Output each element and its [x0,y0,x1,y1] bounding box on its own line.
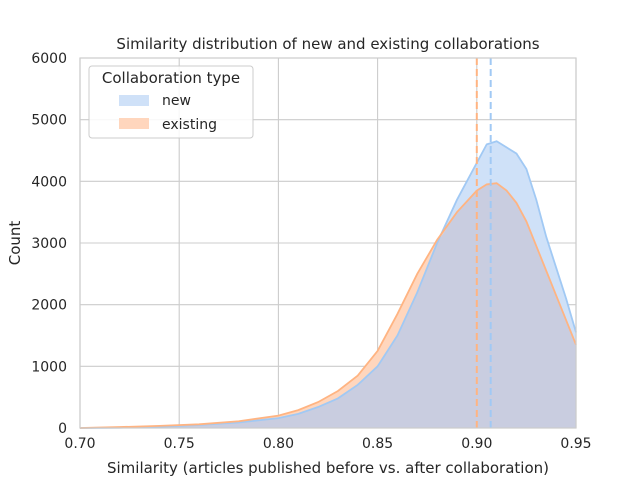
y-tick-label: 6000 [31,51,67,67]
x-tick-label: 0.75 [164,436,195,452]
y-tick-label: 4000 [31,174,67,190]
area-overlap [80,183,576,428]
legend-title: Collaboration type [102,69,240,87]
x-axis-title: Similarity (articles published before vs… [107,459,549,477]
y-axis-title: Count [6,221,24,266]
legend-label-new: new [162,93,191,109]
y-tick-label: 5000 [31,113,67,129]
y-tick-labels: 0 1000 2000 3000 4000 5000 6000 [31,51,67,437]
legend-swatch-existing [119,118,149,129]
y-tick-label: 1000 [31,359,67,375]
x-tick-label: 0.70 [64,436,95,452]
line-existing [79,182,577,429]
legend-swatch-new [119,95,149,106]
plot-frame [79,57,577,429]
y-tick-label: 0 [58,421,67,437]
y-tick-label: 2000 [31,298,67,314]
line-new [79,140,577,429]
y-tick-label: 3000 [31,236,67,252]
x-tick-label: 0.85 [362,436,393,452]
x-tick-label: 0.95 [560,436,591,452]
x-tick-label: 0.80 [263,436,294,452]
chart-title: Similarity distribution of new and exist… [116,35,539,53]
x-tick-label: 0.90 [461,436,492,452]
distribution-areas [79,140,577,429]
mean-lines [475,58,492,428]
legend-label-existing: existing [162,117,217,133]
x-tick-labels: 0.70 0.75 0.80 0.85 0.90 0.95 [64,436,591,452]
legend: Collaboration type new existing [88,65,254,139]
